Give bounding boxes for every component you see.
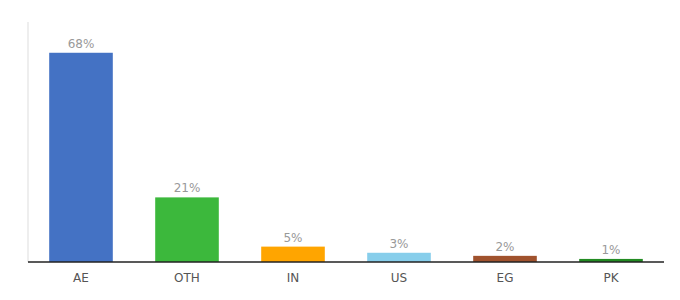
data-label: 68% bbox=[68, 37, 95, 51]
data-label: 21% bbox=[174, 181, 201, 195]
data-label: 2% bbox=[495, 240, 514, 254]
x-tick-label: AE bbox=[73, 271, 89, 285]
bar bbox=[261, 247, 325, 262]
y-axis-line bbox=[28, 22, 29, 262]
bar bbox=[155, 197, 219, 262]
data-label: 3% bbox=[389, 237, 408, 251]
x-tick-label: PK bbox=[603, 271, 619, 285]
bar bbox=[49, 53, 113, 262]
data-label: 5% bbox=[283, 231, 302, 245]
x-axis-line bbox=[28, 261, 664, 263]
x-tick-label: OTH bbox=[174, 271, 200, 285]
bars bbox=[49, 53, 643, 262]
bar bbox=[473, 256, 537, 262]
bar bbox=[367, 253, 431, 262]
chart-container: 68% 21% 5% 3% 2% 1% AE OTH IN US EG PK bbox=[0, 0, 680, 300]
chart-svg: 68% 21% 5% 3% 2% 1% AE OTH IN US EG PK bbox=[0, 0, 680, 300]
x-tick-label: EG bbox=[497, 271, 514, 285]
x-tick-label: US bbox=[391, 271, 407, 285]
x-tick-label: IN bbox=[287, 271, 300, 285]
data-label: 1% bbox=[601, 243, 620, 257]
